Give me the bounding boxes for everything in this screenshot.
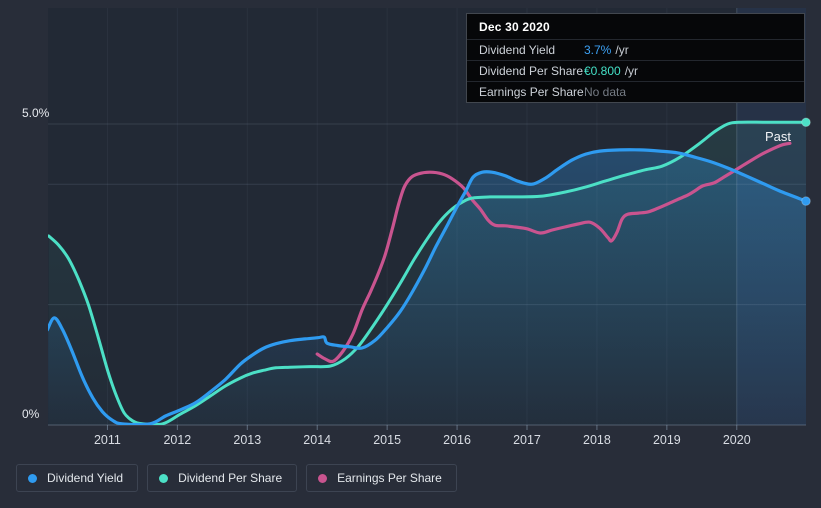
legend-label: Dividend Per Share [178, 471, 283, 485]
series-area-fill [48, 122, 806, 425]
chart-legend: Dividend Yield Dividend Per Share Earnin… [16, 464, 457, 492]
tooltip-value: No data [584, 85, 627, 99]
y-axis-label: 5.0% [22, 106, 50, 120]
tooltip-label: Dividend Yield [479, 43, 556, 57]
tooltip-label: Earnings Per Share [479, 85, 584, 99]
legend-chip-earnings-per-share[interactable]: Earnings Per Share [306, 464, 457, 492]
x-axis-year-label: 2020 [723, 433, 751, 447]
x-axis-year-label: 2015 [373, 433, 401, 447]
tooltip-value: €0.800 [584, 64, 621, 78]
tooltip-value: 3.7% [584, 43, 612, 57]
series-color-dot-icon [28, 473, 37, 483]
series-end-dot[interactable] [801, 196, 811, 206]
legend-label: Earnings Per Share [337, 471, 442, 485]
series-line-earnings-per-share [315, 141, 792, 364]
tooltip-row-dividend-yield: Dividend Yield 3.7% /yr [467, 40, 804, 61]
series-end-dot[interactable] [801, 117, 811, 128]
tooltip-row-dividend-per-share: Dividend Per Share €0.800 /yr [467, 61, 804, 82]
legend-chip-dividend-per-share[interactable]: Dividend Per Share [147, 464, 298, 492]
x-axis-year-label: 2019 [653, 433, 681, 447]
chart-tooltip: Dec 30 2020 Dividend Yield 3.7% /yr Divi… [466, 13, 805, 103]
x-axis-year-label: 2012 [163, 433, 191, 447]
tooltip-unit: /yr [624, 64, 639, 78]
past-period-label: Past [765, 129, 791, 144]
legend-label: Dividend Yield [47, 471, 124, 485]
x-axis-year-label: 2011 [94, 433, 121, 447]
x-axis-year-label: 2014 [303, 433, 331, 447]
series-line-dividend-per-share [48, 120, 806, 425]
x-axis-year-label: 2018 [583, 433, 611, 447]
tooltip-date: Dec 30 2020 [467, 14, 804, 40]
series-line-dividend-yield [48, 148, 806, 425]
x-axis-year-label: 2013 [233, 433, 261, 447]
tooltip-unit: /yr [615, 43, 629, 57]
tooltip-row-earnings-per-share: Earnings Per Share No data [467, 82, 804, 102]
y-axis-label: 0% [22, 407, 40, 421]
tooltip-label: Dividend Per Share [479, 64, 584, 78]
legend-chip-dividend-yield[interactable]: Dividend Yield [16, 464, 139, 492]
series-color-dot-icon [318, 473, 328, 483]
x-axis-year-label: 2017 [513, 433, 541, 447]
series-color-dot-icon [159, 473, 169, 483]
x-axis-year-label: 2016 [443, 433, 471, 447]
